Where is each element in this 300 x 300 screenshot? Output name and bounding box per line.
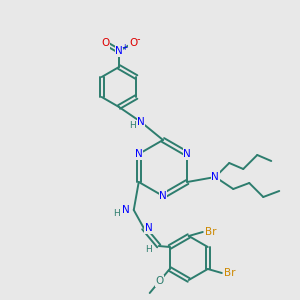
Text: N: N (122, 205, 130, 215)
Text: N: N (212, 172, 219, 182)
Text: H: H (113, 209, 120, 218)
Text: -: - (136, 34, 140, 44)
Text: N: N (183, 149, 191, 159)
Text: O: O (101, 38, 109, 48)
Text: N: N (115, 46, 123, 56)
Text: Br: Br (224, 268, 236, 278)
Text: O: O (156, 276, 164, 286)
Text: N: N (159, 191, 167, 201)
Text: H: H (130, 121, 136, 130)
Text: +: + (121, 43, 127, 52)
Text: O: O (129, 38, 137, 48)
Text: Br: Br (205, 227, 217, 237)
Text: H: H (146, 244, 152, 253)
Text: N: N (137, 117, 145, 127)
Text: N: N (135, 149, 142, 159)
Text: N: N (145, 223, 153, 233)
